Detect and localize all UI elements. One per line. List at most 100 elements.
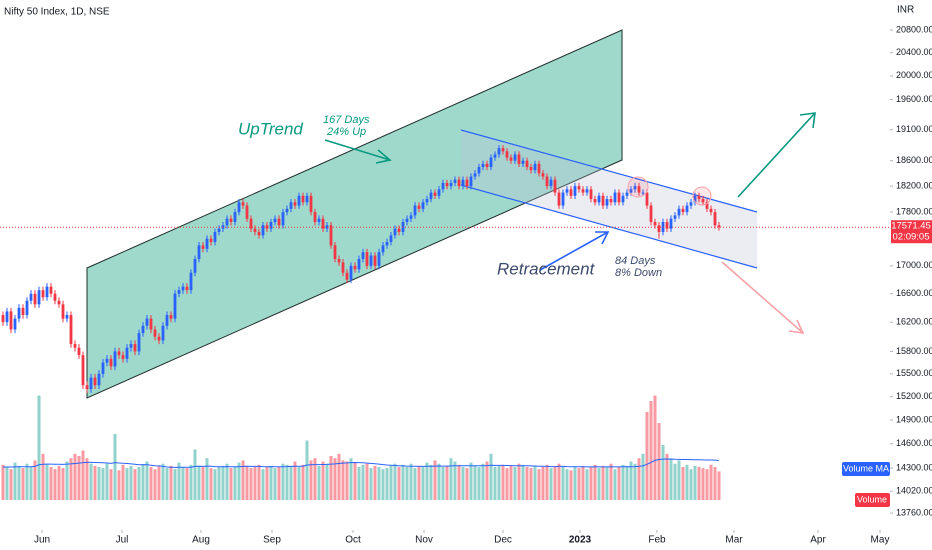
volume-bar: [81, 450, 85, 500]
candle-body: [537, 163, 541, 174]
arrow: [721, 261, 805, 334]
x-tick-label: Jul: [116, 535, 129, 546]
candle-body: [641, 192, 645, 194]
candle-body: [245, 205, 249, 219]
volume-bar: [337, 453, 341, 500]
candle-body: [353, 265, 357, 270]
candle-body: [213, 231, 217, 243]
volume-bar: [585, 469, 589, 500]
volume-bar: [305, 440, 309, 500]
candle-body: [373, 255, 377, 266]
candle-body: [457, 179, 461, 187]
volume-bar: [69, 458, 73, 500]
y-tick-label: 15800.00: [896, 346, 932, 356]
volume-bar: [397, 467, 401, 500]
candle-body: [21, 307, 25, 316]
candle-body: [177, 290, 181, 294]
volume-bar: [297, 467, 301, 500]
volume-bar: [125, 468, 129, 500]
chart-title: Nifty 50 Index, 1D, NSE: [4, 7, 110, 18]
candle-body: [405, 218, 409, 222]
candle-body: [421, 202, 425, 209]
candles: [1, 145, 721, 393]
volume-bar: [185, 468, 189, 500]
y-tick-label: 20000.00: [896, 70, 932, 80]
volume-bar: [101, 468, 105, 500]
candle-body: [585, 189, 589, 193]
volume-bar: [269, 465, 273, 500]
volume-bar: [197, 465, 201, 500]
volume-bar: [657, 423, 661, 500]
candle-body: [645, 192, 649, 206]
volume-bar: [461, 467, 465, 500]
candle-body: [193, 259, 197, 273]
candle-body: [89, 377, 93, 390]
candle-body: [637, 186, 641, 193]
volume-bar: [693, 465, 697, 500]
candle-body: [425, 199, 429, 203]
volume-bar: [29, 467, 33, 500]
volume-bar: [425, 462, 429, 500]
candle-body: [33, 293, 37, 305]
volume-bar: [61, 468, 65, 500]
annotation: UpTrend: [238, 119, 303, 138]
volume-bar: [517, 463, 521, 500]
candle-body: [657, 225, 661, 232]
y-tick-label: 20800.00: [896, 24, 932, 34]
volume-bar: [409, 463, 413, 500]
candle-body: [209, 238, 213, 243]
candle-body: [181, 286, 185, 291]
candle-body: [37, 290, 41, 305]
candle-body: [161, 325, 165, 341]
countdown: 02:09:05: [893, 232, 930, 243]
volume-bar: [217, 467, 221, 500]
volume-bar: [473, 465, 477, 500]
channel-top: [460, 129, 758, 213]
volume-bar: [249, 468, 253, 500]
candle-body: [289, 202, 293, 209]
volume-bar: [637, 458, 641, 500]
candle-body: [625, 192, 629, 196]
volume-bar: [601, 465, 605, 500]
candle-body: [385, 242, 389, 246]
volume-bar: [477, 467, 481, 500]
volume-bar: [513, 467, 517, 500]
volume-bar: [617, 467, 621, 500]
candle-body: [485, 163, 489, 168]
last-price-box: [891, 220, 932, 244]
candle-body: [125, 347, 129, 359]
volume-bar: [89, 463, 93, 500]
candle-body: [593, 199, 597, 203]
volume-bar: [429, 464, 433, 500]
volume-bar: [545, 464, 549, 500]
volume-bar: [433, 460, 437, 500]
candle-body: [133, 344, 137, 352]
candle-body: [61, 304, 65, 319]
volume-ma-line: [3, 458, 720, 468]
volume-bar: [493, 467, 497, 500]
volume-bar: [213, 469, 217, 500]
candle-body: [205, 238, 209, 249]
candle-body: [545, 176, 549, 187]
candle-body: [525, 160, 529, 168]
candle-body: [277, 218, 281, 226]
volume-bar: [709, 464, 713, 500]
volume-bar: [329, 456, 333, 500]
candle-body: [281, 212, 285, 226]
candle-body: [85, 385, 89, 390]
y-tick-label: 16200.00: [896, 317, 932, 327]
candle-body: [169, 315, 173, 319]
candle-body: [477, 167, 481, 174]
candle-body: [573, 186, 577, 196]
candle-body: [13, 318, 17, 330]
y-tick-label: 18200.00: [896, 180, 932, 190]
candle-body: [241, 202, 245, 206]
volume-bar: [85, 458, 89, 500]
candle-body: [569, 189, 573, 196]
candle-body: [365, 252, 369, 266]
volume-bar: [341, 460, 345, 500]
volume-bar: [37, 395, 41, 500]
candle-body: [53, 293, 57, 301]
axes: 20800.00 20400.00 20000.00 19600.00 19100.00…: [34, 24, 932, 545]
